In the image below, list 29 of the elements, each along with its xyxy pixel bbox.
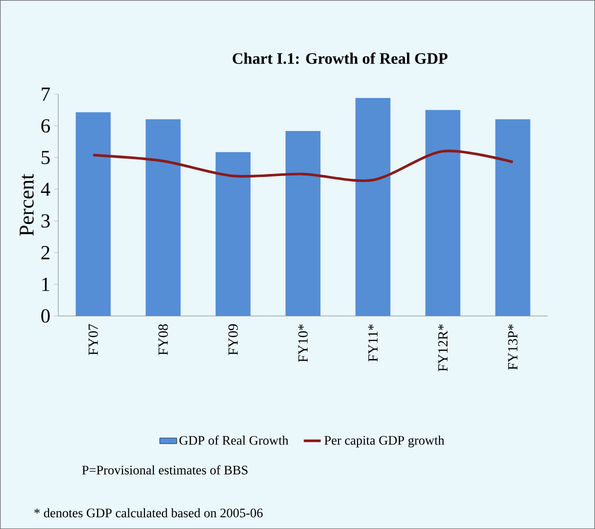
bar <box>355 98 390 316</box>
x-tick-label: FY13P* <box>508 324 518 370</box>
y-tick-label: 6 <box>41 119 50 133</box>
y-axis-title: Percent <box>20 174 34 236</box>
y-tick-label: 7 <box>42 88 50 101</box>
bar <box>76 112 111 316</box>
x-tick-label: FY08 <box>158 324 168 356</box>
y-tick-label: 1 <box>42 278 50 291</box>
x-tick-label: FY10* <box>298 324 308 362</box>
x-tick-label: FY09 <box>228 324 238 356</box>
x-tick-label: FY12R* <box>438 324 448 372</box>
bar <box>286 130 320 316</box>
x-tick-label: FY07 <box>88 324 98 356</box>
chart-title: Chart I.1: Growth of Real GDP <box>232 52 448 64</box>
y-tick-label: 3 <box>41 214 50 228</box>
bar <box>216 152 251 316</box>
bar <box>146 119 181 316</box>
bar <box>495 119 530 316</box>
y-tick-label: 5 <box>42 150 50 164</box>
y-tick-label: 4 <box>40 182 50 196</box>
x-tick-label: FY11* <box>368 324 378 362</box>
y-tick-label: 0 <box>41 309 50 323</box>
bar <box>425 110 460 316</box>
y-tick-label: 2 <box>41 246 50 260</box>
legend-label: GDP of Real Growth <box>179 435 288 445</box>
legend-label: Per capita GDP growth <box>324 436 444 448</box>
text: * denotes GDP calculated based on 2005-06 <box>34 508 263 518</box>
text: P=Provisional estimates of BBS <box>82 465 248 474</box>
line-series <box>92 150 514 182</box>
